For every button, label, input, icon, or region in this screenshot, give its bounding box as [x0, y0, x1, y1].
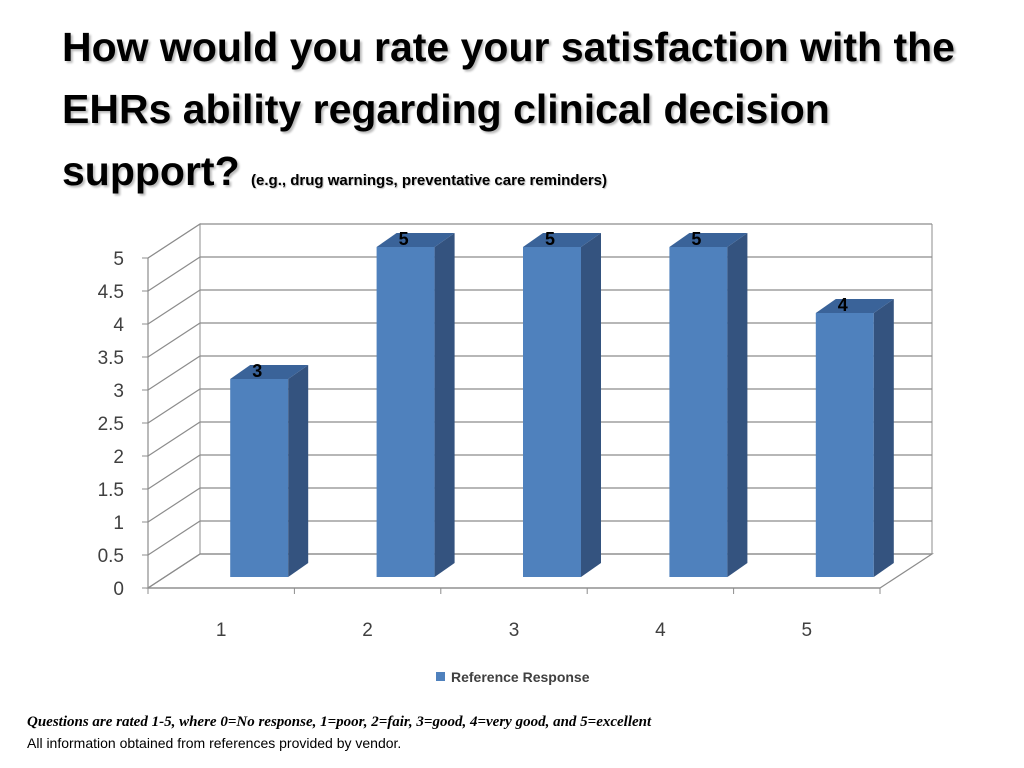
bar-side: [581, 233, 601, 577]
x-category-label: 1: [216, 620, 227, 641]
bar-top: [523, 233, 601, 247]
chart-labels: 3 1 5 2 5 3 5 4 4 5: [216, 229, 848, 641]
bar: [523, 233, 601, 577]
legend-label: Reference Response: [451, 669, 590, 685]
y-tick-label: 0.5: [98, 546, 124, 567]
legend-swatch: [436, 672, 445, 681]
bar-front: [669, 247, 728, 577]
bar-top: [230, 365, 309, 379]
bar-top: [815, 299, 894, 313]
rating-scale-footnote: Questions are rated 1-5, where 0=No resp…: [27, 714, 652, 730]
y-tick-label: 3: [113, 381, 124, 402]
y-tick-label: 5: [113, 249, 124, 270]
chart-legend: Reference Response: [436, 669, 590, 685]
x-category-label: 4: [655, 620, 666, 641]
y-tick-label: 4.5: [98, 282, 124, 303]
y-tick-label: 1.5: [98, 480, 124, 501]
bar-front: [523, 247, 581, 577]
data-label: 4: [838, 295, 848, 315]
chart-axes: 0 0.5 1 1.5 2 2.5 3 3.5 4 4.5 5: [98, 249, 881, 600]
y-tick-label: 4: [113, 315, 124, 336]
data-label: 5: [545, 229, 555, 249]
bar: [815, 299, 894, 577]
gridline: [147, 223, 932, 259]
y-tick-label: 0: [113, 579, 124, 600]
bar-side: [288, 365, 309, 577]
slide-title: How would you rate your satisfaction wit…: [62, 16, 1002, 202]
bar-front: [815, 313, 874, 577]
data-label: 5: [691, 229, 701, 249]
x-category-label: 3: [509, 620, 520, 641]
bar-side: [434, 233, 455, 577]
bar-side: [727, 233, 748, 577]
data-label: 5: [399, 229, 409, 249]
x-category-label: 5: [802, 620, 813, 641]
bar: [669, 233, 748, 577]
chart-bars: [230, 233, 894, 577]
x-category-label: 2: [362, 620, 373, 641]
bar-front: [230, 379, 289, 577]
bar-top: [669, 233, 748, 247]
bar: [230, 365, 309, 577]
y-tick-label: 2.5: [98, 414, 124, 435]
title-subtitle: (e.g., drug warnings, preventative care …: [251, 172, 607, 189]
bar-top: [376, 233, 455, 247]
title-main: How would you rate your satisfaction wit…: [62, 24, 955, 194]
bar-front: [376, 247, 435, 577]
y-tick-label: 2: [113, 447, 124, 468]
bar-side: [873, 299, 894, 577]
bar-chart: 0 0.5 1 1.5 2 2.5 3 3.5 4 4.5 5 3 1 5 2 5 3 5 4 4 5 Referen…: [98, 223, 935, 685]
y-tick-label: 3.5: [98, 348, 124, 369]
source-note: All information obtained from references…: [27, 735, 402, 751]
bar: [376, 233, 455, 577]
data-label: 3: [252, 361, 262, 381]
y-tick-label: 1: [113, 513, 124, 534]
